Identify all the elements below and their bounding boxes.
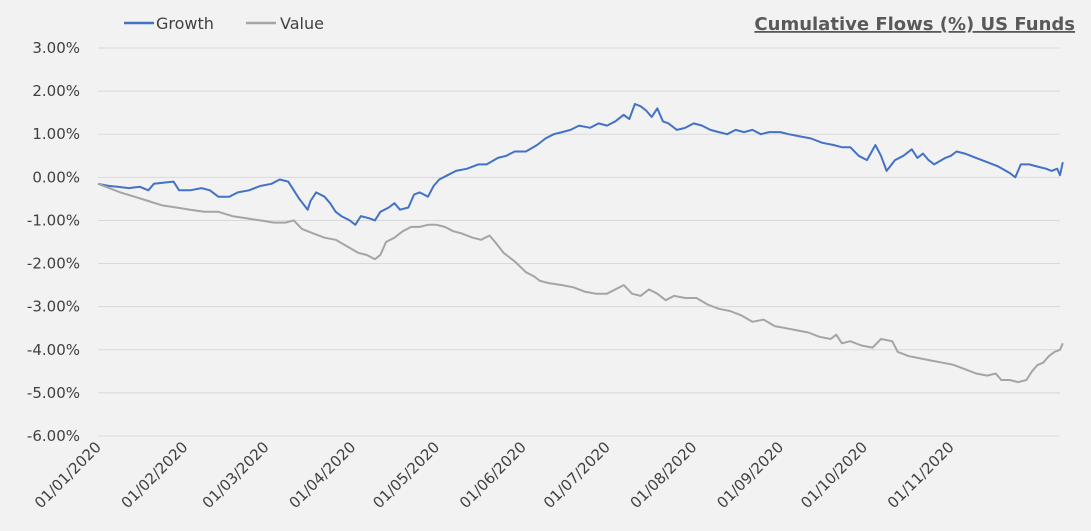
y-tick-label: -2.00% (27, 255, 80, 273)
legend-growth-label: Growth (156, 14, 214, 33)
x-tick-label: 01/10/2020 (797, 438, 871, 512)
x-tick-label: 01/05/2020 (369, 438, 443, 512)
y-tick-label: -1.00% (27, 211, 80, 229)
chart-title: Cumulative Flows (%) US Funds (754, 14, 1075, 35)
y-tick-label: 1.00% (32, 125, 80, 143)
x-tick-label: 01/02/2020 (118, 438, 192, 512)
x-tick-label: 01/09/2020 (713, 438, 787, 512)
legend-value-label: Value (280, 14, 324, 33)
x-tick-label: 01/11/2020 (884, 438, 958, 512)
y-tick-label: 0.00% (32, 168, 80, 186)
y-tick-label: 3.00% (32, 39, 80, 57)
x-tick-label: 01/01/2020 (31, 438, 105, 512)
x-tick-label: 01/07/2020 (540, 438, 614, 512)
y-tick-label: -3.00% (27, 298, 80, 316)
y-tick-label: -5.00% (27, 384, 80, 402)
legend: Growth Value (124, 14, 324, 33)
series-lines (97, 103, 1064, 384)
y-tick-label: -4.00% (27, 341, 80, 359)
y-tick-label: -6.00% (27, 427, 80, 445)
series-line-value (97, 182, 1064, 384)
y-tick-label: 2.00% (32, 82, 80, 100)
grid-lines (98, 47, 1060, 437)
x-tick-label: 01/04/2020 (285, 438, 359, 512)
y-axis-ticks: 3.00% 2.00% 1.00% 0.00% -1.00% -2.00% -3.00% -4… (27, 39, 80, 445)
x-tick-label: 01/03/2020 (199, 438, 273, 512)
x-axis-ticks: 01/01/2020 01/02/2020 01/03/2020 01/04/2020… (31, 438, 958, 512)
series-line-growth (97, 103, 1064, 226)
x-tick-label: 01/06/2020 (456, 438, 530, 512)
x-tick-label: 01/08/2020 (627, 438, 701, 512)
